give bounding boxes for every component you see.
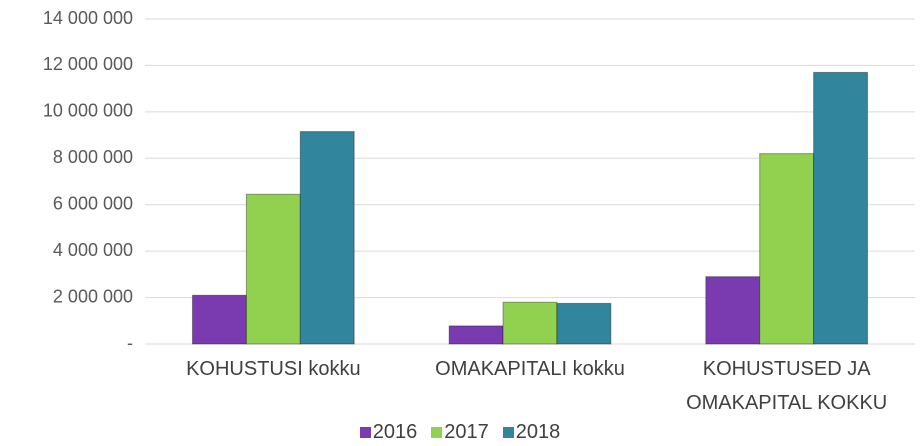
y-tick-label: 10 000 000	[43, 101, 133, 121]
bar	[759, 153, 815, 345]
legend-label: 2017	[444, 421, 489, 443]
bar	[245, 193, 301, 345]
bar	[299, 131, 355, 345]
x-tick-label: KOHUSTUSI kokku	[186, 358, 361, 380]
x-tick-label: KOHUSTUSED JA OMAKAPITAL KOKKU	[686, 358, 888, 414]
y-tick-label: 14 000 000	[43, 8, 133, 28]
bar	[705, 276, 761, 345]
bar	[556, 302, 612, 345]
legend-label: 2016	[372, 421, 418, 443]
y-tick-label: 12 000 000	[43, 54, 133, 74]
legend: 2016 2017 2018	[0, 421, 920, 444]
bar	[191, 294, 247, 345]
x-tick-label: OMAKAPITALI kokku	[435, 358, 625, 380]
legend-swatch	[502, 427, 514, 438]
legend-swatch	[359, 427, 371, 438]
bar	[448, 325, 504, 345]
legend-item: 2018	[502, 421, 561, 444]
y-tick-label: 6 000 000	[53, 193, 133, 213]
legend-label: 2018	[515, 421, 561, 443]
y-tick-label: 8 000 000	[53, 147, 133, 167]
bar	[813, 71, 869, 345]
y-tick-label: 4 000 000	[53, 240, 133, 260]
legend-item: 2016	[359, 421, 418, 444]
legend-item: 2017	[431, 421, 489, 444]
y-tick-label: -	[127, 333, 133, 353]
y-tick-label: 2 000 000	[53, 286, 133, 306]
legend-swatch	[431, 427, 443, 438]
bar	[502, 301, 558, 345]
